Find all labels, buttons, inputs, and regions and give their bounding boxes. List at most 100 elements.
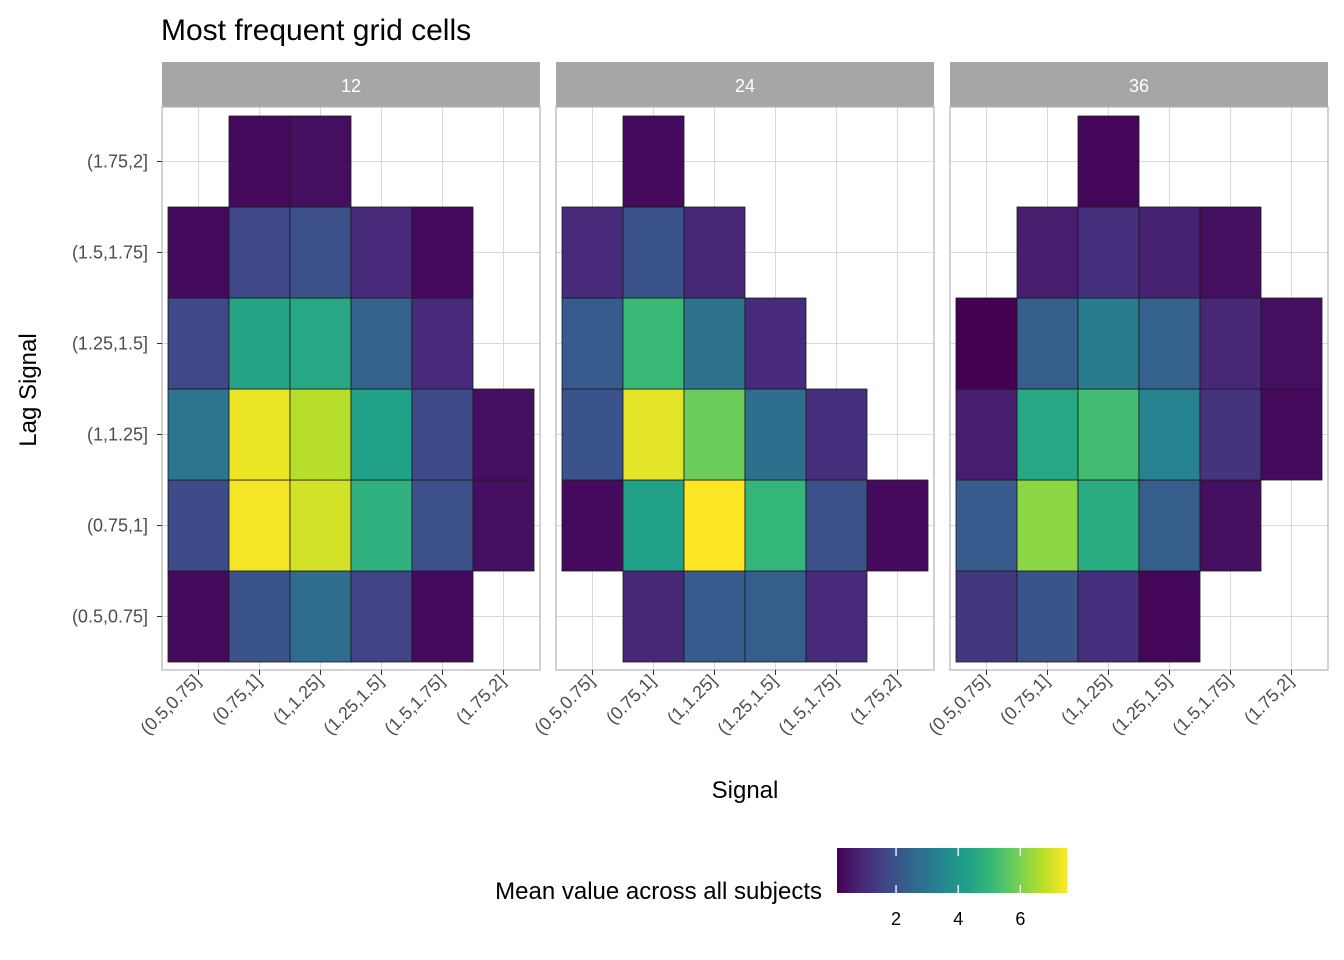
heatmap-cell (683, 479, 746, 572)
heatmap-cell (805, 570, 868, 663)
x-tick-label: (1.75,2] (846, 671, 903, 728)
heatmap-cell (167, 388, 230, 481)
panel-border (555, 106, 935, 671)
heatmap-cell (955, 297, 1018, 390)
facet-strip (950, 62, 1328, 107)
heatmap-cell (744, 297, 807, 390)
heatmap-cell (1077, 479, 1140, 572)
heatmap-cell (561, 206, 624, 299)
heatmap-cell (561, 479, 624, 572)
facet-panel-36: 36(0.5,0.75] (0.75,1] (1,1.25](1.25,1.5](1… (924, 62, 1329, 739)
heatmap-cell (289, 206, 352, 299)
heatmap-cell (955, 570, 1018, 663)
heatmap-cell (1016, 570, 1079, 663)
heatmap-cell (167, 570, 230, 663)
heatmap-cell (228, 388, 291, 481)
facet-label: 24 (735, 76, 755, 96)
legend-tick-label: 6 (1015, 909, 1025, 929)
facet-panel-12: 12(0.5,0.75] (0.75,1] (1,1.25](1.25,1.5](1… (136, 62, 541, 739)
heatmap-cell (228, 479, 291, 572)
legend-tick-label: 2 (891, 909, 901, 929)
x-tick-label: (1,1.25] (663, 671, 720, 728)
heatmap-cell (289, 297, 352, 390)
heatmap-cell (1077, 206, 1140, 299)
heatmap-cell (472, 388, 535, 481)
x-tick-label: (1,1.25] (1057, 671, 1114, 728)
y-axis-title: Lag Signal (15, 333, 42, 446)
heatmap-cell (866, 479, 929, 572)
heatmap-cell (350, 206, 413, 299)
y-tick-label: (1,1.25] (87, 425, 148, 445)
heatmap-cell (350, 297, 413, 390)
legend-colorbar (837, 848, 1067, 893)
facet-strip (556, 62, 934, 107)
heatmap-cell (1016, 206, 1079, 299)
legend-tick-label: 4 (953, 909, 963, 929)
heatmap-cell (289, 115, 352, 208)
heatmap-cell (411, 206, 474, 299)
facet-panels: 12(0.5,0.75] (0.75,1] (1,1.25](1.25,1.5](1… (72, 62, 1329, 739)
heatmap-cell (1199, 206, 1262, 299)
heatmap-cell (167, 297, 230, 390)
heatmap-cell (289, 479, 352, 572)
heatmap-cell (228, 115, 291, 208)
heatmap-cell (1199, 388, 1262, 481)
heatmap-cell (561, 388, 624, 481)
heatmap-cell (350, 388, 413, 481)
heatmap-cell (350, 479, 413, 572)
x-tick-label: (0.75,1] (602, 671, 659, 728)
heatmap-cell (1077, 570, 1140, 663)
heatmap-cell (228, 297, 291, 390)
heatmap-cell (744, 479, 807, 572)
x-tick-label: (0.5,0.75] (136, 671, 204, 739)
x-tick-label: (1.5,1.75] (1168, 671, 1236, 739)
heatmap-cell (744, 570, 807, 663)
heatmap-cell (955, 388, 1018, 481)
heatmap-cell (683, 570, 746, 663)
heatmap-cell (561, 297, 624, 390)
heatmap-cell (1138, 479, 1201, 572)
heatmap-cell (622, 388, 685, 481)
heatmap-cell (622, 297, 685, 390)
x-tick-label: (1.25,1.5] (1107, 671, 1175, 739)
heatmap-cell (805, 479, 868, 572)
heatmap-cell (1138, 297, 1201, 390)
y-axis: (0.5,0.75] (0.75,1] (1,1.25] (1.25,1.5] (1.5… (72, 152, 162, 627)
x-tick-label: (1.75,2] (1240, 671, 1297, 728)
heatmap-cell (1016, 297, 1079, 390)
heatmap-cell (350, 570, 413, 663)
heatmap-cell (228, 206, 291, 299)
y-tick-label: (0.5,0.75] (72, 607, 148, 627)
x-axis-title: Signal (712, 777, 779, 804)
heatmap-cell (683, 388, 746, 481)
heatmap-cell (622, 206, 685, 299)
panel-border (949, 106, 1329, 671)
y-tick-label: (1.5,1.75] (72, 243, 148, 263)
heatmap-cell (1016, 479, 1079, 572)
x-tick-label: (1.75,2] (452, 671, 509, 728)
facet-panel-24: 24 (0.5,0.75] (0.75,1] (1,1.25](1.25,1.5] (1… (530, 62, 935, 739)
heatmap-cell (805, 388, 868, 481)
heatmap-cell (1138, 570, 1201, 663)
heatmap-cell (167, 479, 230, 572)
heatmap-cell (1077, 297, 1140, 390)
heatmap-cell (622, 479, 685, 572)
heatmap-cell (167, 206, 230, 299)
y-tick-label: (1.25,1.5] (72, 334, 148, 354)
heatmap-cell (1016, 388, 1079, 481)
y-tick-label: (0.75,1] (87, 516, 148, 536)
heatmap-cell (1138, 206, 1201, 299)
heatmap-cell (411, 479, 474, 572)
heatmap-cell (622, 570, 685, 663)
legend-title: Mean value across all subjects (495, 878, 822, 905)
y-tick-label: (1.75,2] (87, 152, 148, 172)
x-tick-label: (1.25,1.5] (713, 671, 781, 739)
heatmap-cell (744, 388, 807, 481)
heatmap-cell (289, 570, 352, 663)
x-tick-label: (0.5,0.75] (530, 671, 598, 739)
heatmap-cell (955, 479, 1018, 572)
heatmap-cell (289, 388, 352, 481)
facet-label: 36 (1129, 76, 1149, 96)
panel-border (161, 106, 541, 671)
